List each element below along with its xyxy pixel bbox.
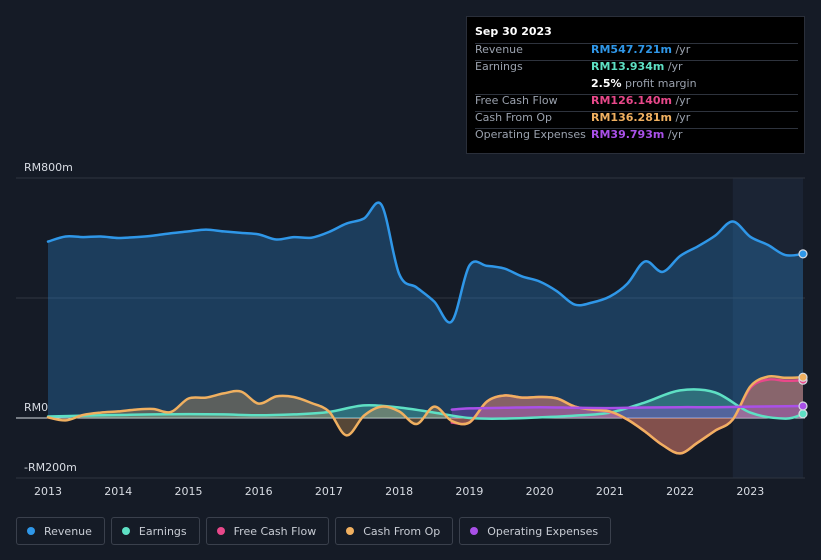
- x-tick-label: 2015: [174, 485, 202, 498]
- legend-dot-icon: [27, 527, 35, 535]
- x-tick-label: 2016: [245, 485, 273, 498]
- line-revenue: [46, 201, 805, 324]
- tooltip-row-cash-from-op: Cash From Op RM136.281m /yr: [467, 109, 804, 126]
- tooltip-divider: [475, 60, 798, 61]
- x-tick-label: 2014: [104, 485, 132, 498]
- tooltip-unit: /yr: [671, 111, 691, 124]
- line-earnings: [46, 388, 805, 420]
- legend-item-earnings[interactable]: Earnings: [110, 517, 200, 545]
- tooltip-value: RM126.140m: [591, 94, 672, 107]
- end-marker-operating-expenses: [798, 401, 808, 411]
- legend-item-free-cash-flow[interactable]: Free Cash Flow: [205, 517, 330, 545]
- chart-legend: Revenue Earnings Free Cash Flow Cash Fro…: [16, 517, 612, 545]
- tooltip-label: Earnings: [475, 60, 523, 73]
- tooltip-value: RM39.793m: [591, 128, 665, 141]
- tooltip-row-earnings: Earnings RM13.934m /yr: [467, 58, 804, 75]
- tooltip-divider: [475, 43, 798, 44]
- tooltip-divider: [475, 128, 798, 129]
- data-tooltip: Sep 30 2023 Revenue RM547.721m /yr Earni…: [466, 16, 805, 154]
- legend-label: Revenue: [44, 524, 92, 538]
- x-tick-label: 2020: [526, 485, 554, 498]
- tooltip-label: Free Cash Flow: [475, 94, 558, 107]
- end-marker-cash-from-op: [798, 372, 808, 382]
- tooltip-label: Cash From Op: [475, 111, 553, 124]
- tooltip-value: RM136.281m: [591, 111, 672, 124]
- legend-dot-icon: [216, 527, 225, 535]
- legend-item-cash-from-op[interactable]: Cash From Op: [335, 517, 454, 545]
- legend-label: Operating Expenses: [487, 524, 599, 538]
- tooltip-row-profit-margin: 2.5% profit margin: [467, 75, 804, 92]
- tooltip-row-operating-expenses: Operating Expenses RM39.793m /yr: [467, 126, 804, 143]
- tooltip-unit: /yr: [671, 94, 691, 107]
- x-tick-label: 2013: [34, 485, 62, 498]
- legend-dot-icon: [346, 527, 355, 535]
- area-cash-from-op: [48, 376, 803, 454]
- tooltip-row-free-cash-flow: Free Cash Flow RM126.140m /yr: [467, 92, 804, 109]
- tooltip-unit: /yr: [664, 128, 683, 141]
- highlight-band: [732, 178, 803, 478]
- area-revenue: [48, 202, 803, 418]
- legend-item-revenue[interactable]: Revenue: [16, 517, 105, 545]
- x-tick-label: 2022: [666, 485, 694, 498]
- tooltip-unit: /yr: [664, 60, 683, 73]
- tooltip-divider: [475, 111, 798, 112]
- legend-label: Cash From Op: [363, 524, 441, 538]
- x-tick-label: 2018: [385, 485, 413, 498]
- end-marker-revenue: [798, 249, 808, 259]
- tooltip-value: RM13.934m: [591, 60, 665, 73]
- legend-dot-icon: [121, 527, 130, 535]
- tooltip-value: 2.5%: [591, 77, 622, 90]
- tooltip-divider: [475, 94, 798, 95]
- legend-dot-icon: [470, 527, 479, 535]
- y-tick-label: -RM200m: [24, 461, 77, 474]
- x-tick-label: 2021: [596, 485, 624, 498]
- x-tick-label: 2019: [455, 485, 483, 498]
- y-tick-label: RM800m: [24, 161, 73, 174]
- area-operating-expenses: [451, 406, 803, 418]
- tooltip-value: RM547.721m: [591, 43, 672, 56]
- tooltip-unit: profit margin: [621, 77, 697, 90]
- end-marker-earnings: [798, 409, 808, 419]
- line-cash-from-op: [46, 374, 805, 455]
- x-tick-label: 2023: [736, 485, 764, 498]
- tooltip-date: Sep 30 2023: [475, 25, 552, 38]
- tooltip-label: Operating Expenses: [475, 128, 586, 141]
- legend-label: Free Cash Flow: [233, 524, 317, 538]
- y-tick-label: RM0: [24, 401, 48, 414]
- line-operating-expenses: [450, 404, 805, 411]
- legend-label: Earnings: [138, 524, 187, 538]
- x-tick-label: 2017: [315, 485, 343, 498]
- legend-item-operating-expenses[interactable]: Operating Expenses: [459, 517, 612, 545]
- tooltip-unit: /yr: [671, 43, 691, 56]
- tooltip-label: Revenue: [475, 43, 523, 56]
- tooltip-row-revenue: Revenue RM547.721m /yr: [467, 41, 804, 58]
